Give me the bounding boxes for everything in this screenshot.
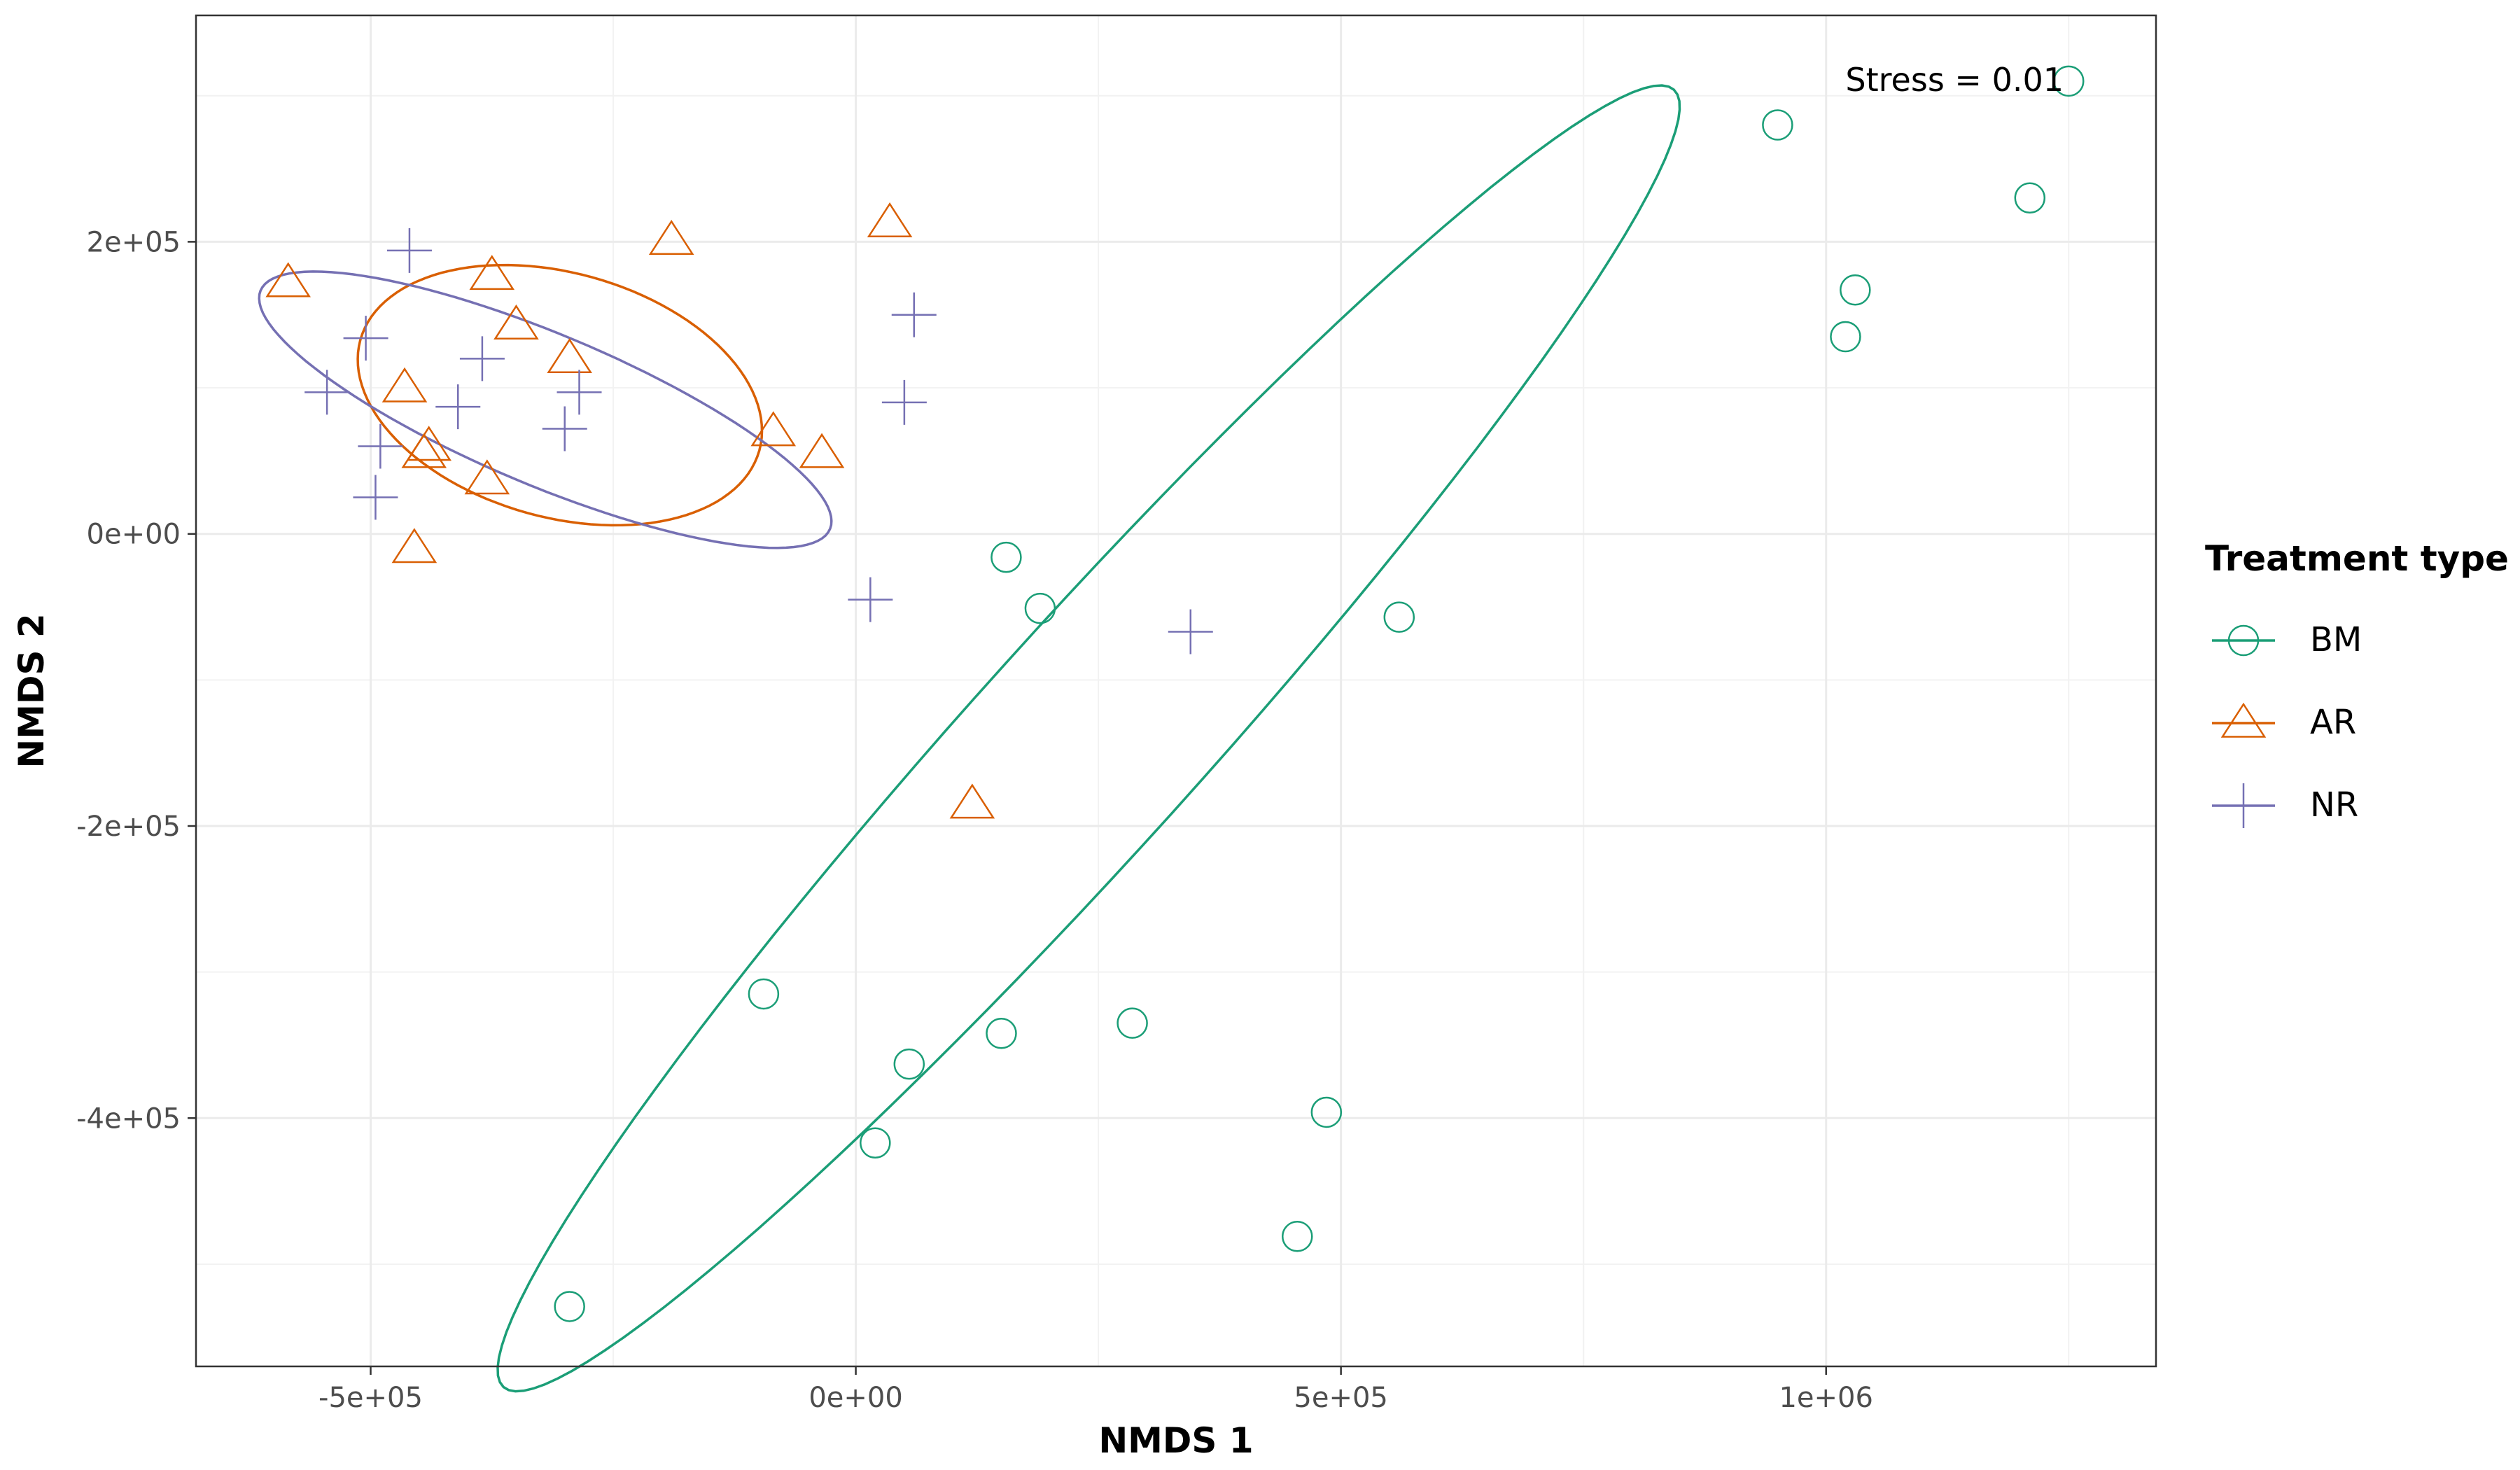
minor-grid xyxy=(196,15,2156,1366)
point-nr xyxy=(881,379,927,425)
point-ar xyxy=(391,528,438,564)
point-nr xyxy=(556,370,602,415)
point-ar xyxy=(382,367,428,402)
point-nr xyxy=(353,475,398,520)
legend-key-bm xyxy=(2227,624,2260,657)
ellipse-nr xyxy=(258,270,833,550)
point-ar xyxy=(750,411,797,447)
legend-key-nr xyxy=(2221,783,2266,828)
point-bm xyxy=(1024,592,1056,624)
point-nr xyxy=(435,384,481,430)
point-nr xyxy=(891,292,937,337)
ellipse-bm xyxy=(496,84,1681,1393)
legend-keys xyxy=(2212,624,2275,828)
point-layer xyxy=(265,65,2085,1322)
x-tick-label: 0e+00 xyxy=(808,1382,902,1414)
point-ar xyxy=(547,338,592,374)
ellipse-ar xyxy=(356,263,764,527)
point-bm xyxy=(1282,1221,1313,1252)
x-tick-label: 1e+06 xyxy=(1779,1382,1872,1414)
point-ar xyxy=(648,220,694,255)
x-axis-title: NMDS 1 xyxy=(1098,1420,1253,1461)
point-ar xyxy=(799,433,845,468)
x-tick-label: 5e+05 xyxy=(1294,1382,1387,1414)
legend-label-nr: NR xyxy=(2310,785,2358,825)
legend-label-ar: AR xyxy=(2310,703,2356,742)
x-tick-labels: -5e+05 0e+00 5e+05 1e+06 xyxy=(318,1382,1873,1414)
legend: Treatment type BM AR NR xyxy=(2205,538,2509,828)
point-bm xyxy=(1830,321,1861,353)
point-bm xyxy=(2052,65,2085,97)
point-ar xyxy=(493,304,539,340)
point-bm xyxy=(1762,109,1793,141)
point-bm xyxy=(1116,1007,1148,1039)
point-nr xyxy=(358,424,403,469)
legend-title: Treatment type xyxy=(2205,538,2509,579)
point-nr xyxy=(386,227,432,273)
point-bm xyxy=(990,541,1022,573)
y-tick-label: -4e+05 xyxy=(76,1102,181,1135)
point-bm xyxy=(2014,182,2046,214)
legend-label-bm: BM xyxy=(2310,620,2362,659)
x-tick-label: -5e+05 xyxy=(318,1382,423,1414)
point-nr xyxy=(542,406,587,451)
point-ar xyxy=(265,262,311,298)
point-ar xyxy=(464,459,510,495)
stress-annotation: Stress = 0.01 xyxy=(1845,61,2064,99)
axis-ticks xyxy=(188,241,1827,1375)
y-tick-label: 0e+00 xyxy=(87,519,181,551)
point-nr xyxy=(848,577,893,622)
point-ar xyxy=(867,202,913,237)
major-grid xyxy=(196,15,2156,1366)
point-ar xyxy=(949,783,995,819)
point-bm xyxy=(893,1048,925,1080)
legend-key-ar xyxy=(2220,702,2267,738)
point-bm xyxy=(1840,274,1871,306)
y-tick-labels: -4e+05 -2e+05 0e+00 2e+05 xyxy=(76,226,181,1135)
point-nr xyxy=(1168,609,1213,654)
y-tick-label: 2e+05 xyxy=(87,226,181,258)
ellipse-layer xyxy=(258,84,1681,1393)
point-bm xyxy=(1383,601,1415,633)
y-tick-label: -2e+05 xyxy=(76,811,181,843)
point-bm xyxy=(860,1127,891,1159)
point-nr xyxy=(459,336,505,382)
plot-panel-border xyxy=(195,14,2157,1368)
point-bm xyxy=(748,978,780,1010)
point-ar xyxy=(401,433,447,468)
point-nr xyxy=(343,316,388,361)
plot-panel xyxy=(196,15,2156,1366)
point-nr xyxy=(304,370,350,415)
y-axis-title: NMDS 2 xyxy=(11,613,52,768)
point-bm xyxy=(554,1291,585,1322)
point-bm xyxy=(986,1018,1017,1049)
point-ar xyxy=(469,255,515,290)
point-bm xyxy=(1310,1096,1343,1128)
